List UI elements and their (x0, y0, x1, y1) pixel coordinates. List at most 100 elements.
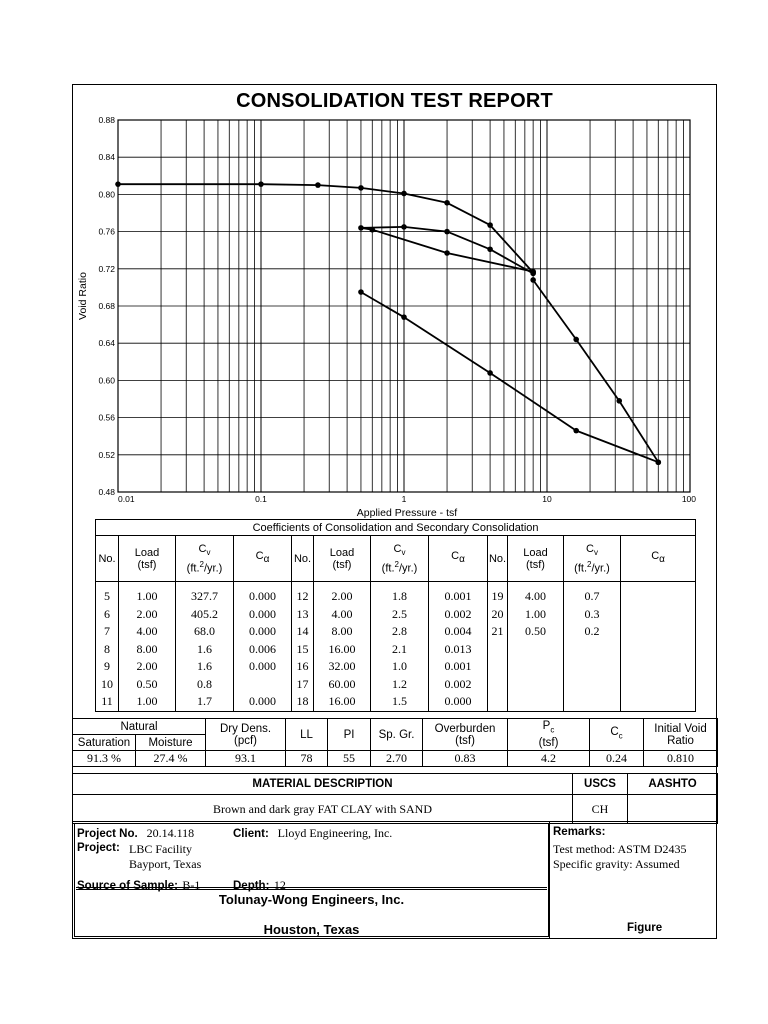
company-divider (76, 887, 547, 888)
source-of-sample: Source of Sample: B-1 (77, 878, 201, 892)
data-point (487, 246, 493, 253)
uscs-value: CH (572, 794, 628, 824)
sp-gr-value: 2.70 (370, 750, 424, 767)
table-cell: 19 (487, 581, 508, 606)
y-tick-label: 0.76 (98, 227, 115, 237)
table-cell: 1.6 (175, 640, 234, 658)
table-cell: 2.5 (370, 605, 429, 623)
project-divider (72, 821, 717, 822)
moisture-header: Moisture (134, 734, 207, 751)
pc-header: Pc (tsf) (507, 718, 591, 751)
table-cell: 0.004 (428, 623, 488, 641)
table-cell (563, 658, 621, 676)
table-cell: 60.00 (313, 675, 371, 693)
table-cell: 11 (95, 693, 119, 712)
initial-void-ratio-header: Initial Void Ratio (643, 718, 719, 751)
table-cell: 10 (95, 675, 119, 693)
pc-value: 4.2 (507, 750, 591, 767)
project-label: Project: (77, 842, 120, 854)
y-tick-label: 0.72 (98, 264, 115, 274)
header-no-2: No. (291, 535, 314, 582)
plot-border (117, 119, 691, 493)
ll-header: LL (285, 718, 329, 751)
table-cell (507, 640, 564, 658)
header-no-3: No. (487, 535, 508, 582)
material-table: MATERIAL DESCRIPTION USCS AASHTO Brown a… (72, 773, 718, 824)
data-point (358, 185, 364, 191)
coefficients-table: Coefficients of Consolidation and Second… (94, 519, 697, 712)
x-tick-label: 0.01 (118, 494, 135, 504)
table-cell: 4.00 (118, 623, 176, 641)
depth: Depth: 12 (233, 878, 286, 892)
table-cell: 2.00 (118, 605, 176, 623)
table-cell: 0.000 (233, 623, 292, 641)
y-tick-label: 0.48 (98, 487, 115, 497)
uscs-header: USCS (572, 773, 628, 795)
x-tick-label: 1 (402, 494, 407, 504)
cc-header: Cc (589, 718, 645, 751)
aashto-header: AASHTO (627, 773, 718, 795)
table-cell: 1.7 (175, 693, 234, 712)
table-cell: 7 (95, 623, 119, 641)
table-cell: 0.000 (233, 605, 292, 623)
data-point (573, 336, 579, 343)
data-point (115, 181, 121, 187)
table-cell (563, 693, 621, 712)
cc-value: 0.24 (589, 750, 645, 767)
dry-density-value: 93.1 (205, 750, 287, 767)
header-calpha-3: Cα (619, 535, 697, 582)
header-cv-1: Cv (ft.2/yr.) (175, 535, 234, 582)
table-cell: 4.00 (507, 581, 564, 606)
series-line-4 (532, 279, 660, 463)
y-tick-label: 0.60 (98, 375, 115, 385)
table-cell: 0.50 (118, 675, 176, 693)
table-cell: 0.013 (428, 640, 488, 658)
table-cell (563, 675, 621, 693)
table-cell: 5 (95, 581, 119, 606)
x-tick-label: 0.1 (255, 494, 267, 504)
table-cell (619, 675, 697, 693)
table-cell: 2.8 (370, 623, 429, 641)
properties-table: Natural Dry Dens. (pcf) LL PI Sp. Gr. Ove… (71, 718, 719, 767)
table-cell: 0.001 (428, 581, 488, 606)
company-divider-2 (76, 889, 547, 890)
data-point (616, 398, 623, 404)
report-title: CONSOLIDATION TEST REPORT (236, 90, 553, 112)
table-cell (619, 640, 697, 658)
y-tick-label: 0.80 (98, 189, 115, 199)
data-point (655, 459, 662, 466)
material-description-header: MATERIAL DESCRIPTION (72, 773, 573, 795)
table-cell: 20 (487, 605, 508, 623)
table-row: 11 1.00 1.7 0.000 18 16.00 1.5 0.000 (95, 693, 697, 712)
data-point (401, 314, 407, 320)
y-axis-label: Void Ratio (77, 272, 89, 320)
header-no-1: No. (95, 535, 119, 582)
table-cell: 68.0 (175, 623, 234, 641)
y-tick-label: 0.56 (98, 413, 115, 423)
table-cell: 0.7 (563, 581, 621, 606)
data-point (530, 277, 536, 283)
table-cell: 1.0 (370, 658, 429, 676)
table-cell (507, 658, 564, 676)
table-cell: 2.00 (313, 581, 371, 606)
header-calpha-2: Cα (428, 535, 488, 582)
report-frame (72, 84, 717, 939)
table-cell (487, 675, 508, 693)
table-cell: 8.00 (313, 623, 371, 641)
project-box (74, 823, 549, 937)
material-description: Brown and dark gray FAT CLAY with SAND (72, 794, 573, 824)
overburden-header: Overburden (tsf) (422, 718, 509, 751)
data-point (401, 224, 407, 230)
series-line-3 (360, 227, 534, 273)
consolidation-chart: 0.88 0.84 0.80 0.76 0.72 0.68 0.64 0.60 0.56 0.52… (77, 115, 696, 519)
table-cell: 0.001 (428, 658, 488, 676)
header-calpha-1: Cα (233, 535, 292, 582)
aashto-value (627, 794, 718, 824)
table-row: 8 8.00 1.6 0.006 15 16.00 2.1 0.013 (95, 640, 697, 658)
data-point (258, 181, 264, 187)
project-line-1: LBC Facility (129, 842, 192, 856)
data-point (487, 222, 493, 228)
table-cell: 16 (291, 658, 314, 676)
table-cell: 2.00 (118, 658, 176, 676)
table-cell: 0.2 (563, 623, 621, 641)
